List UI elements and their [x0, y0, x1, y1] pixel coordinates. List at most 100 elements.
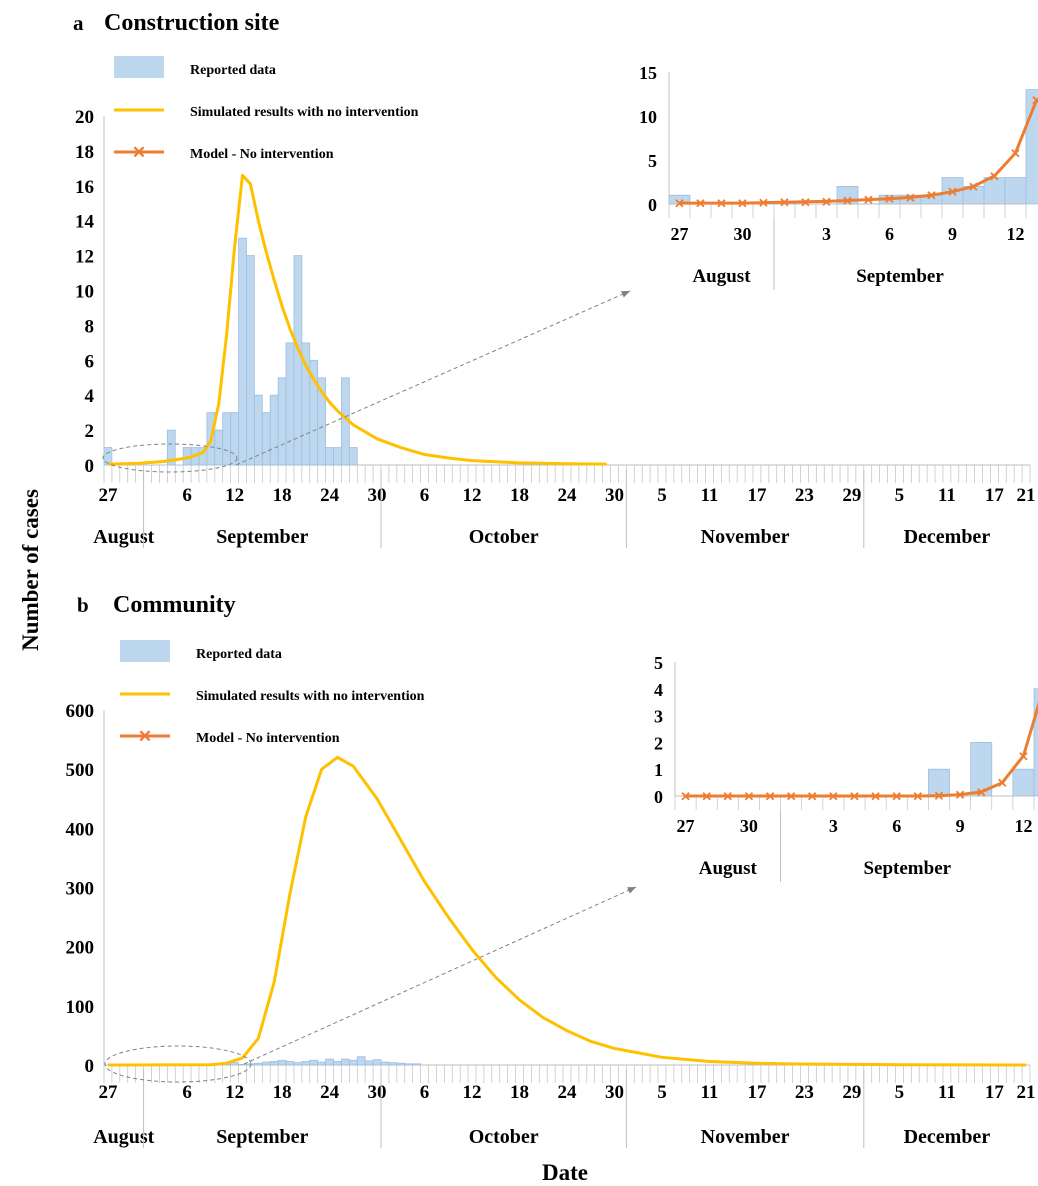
panel-b-legend-bar-swatch [120, 640, 170, 662]
panel-b-inset-model-marker: ✕ [680, 789, 691, 804]
panel-b-month-label: December [904, 1126, 991, 1148]
panel-a-x-tick-label: 24 [320, 485, 340, 506]
panel-a-reported-bar [269, 394, 279, 466]
panel-a-x-tick-label: 30 [368, 485, 387, 506]
panel-b-inset-model-marker: ✕ [870, 789, 881, 804]
panel-b-x-tick-label: 11 [938, 1082, 956, 1103]
panel-b-inset-model-line [685, 701, 1038, 798]
panel-a-x-tick-label: 17 [747, 485, 767, 506]
panel-b-y-tick-label: 300 [66, 879, 95, 900]
panel-b-x-tick-label: 30 [368, 1082, 387, 1103]
panel-b-x-tick-label: 12 [225, 1082, 244, 1103]
panel-a-reported-bars [103, 237, 358, 466]
panel-a-y-tick-label: 6 [85, 351, 95, 372]
panel-b-x-tick-label: 23 [795, 1082, 814, 1103]
panel-a-inset-model-marker: ✕ [1031, 93, 1038, 108]
panel-a-legend-model: Model - No intervention [190, 147, 334, 162]
panel-a-x-tick-label: 18 [510, 485, 529, 506]
panel-b-reported-bar [333, 1061, 342, 1066]
panel-a-inset-model-marker: ✕ [821, 194, 832, 209]
panel-b-y-tick-label: 0 [85, 1056, 95, 1077]
panel-b-legend-reported: Reported data [196, 647, 282, 662]
panel-a-inset-model-marker: ✕ [758, 196, 769, 211]
panel-b-inset-model-marker: ✕ [765, 789, 776, 804]
panel-a-legend: Reported data Simulated results with no i… [114, 56, 419, 162]
panel-a-reported-bar [317, 377, 327, 466]
panel-b-zoom-arrow-line [243, 886, 637, 1065]
panel-b-inset: 012345✕✕✕✕✕✕✕✕✕✕✕✕✕✕✕✕✕✕273036912AugustS… [654, 653, 1038, 882]
panel-b-legend-model: Model - No intervention [196, 731, 340, 746]
y-axis-title: Number of cases [18, 489, 43, 651]
panel-a-zoom-ellipse [102, 443, 238, 473]
panel-b-x-tick-label: 24 [320, 1082, 340, 1103]
panel-b-inset-model-marker: ✕ [743, 789, 754, 804]
panel-a-inset-model-marker: ✕ [863, 193, 874, 208]
panel-a-x-tick-label: 12 [225, 485, 244, 506]
panel-b-inset-model-marker: ✕ [997, 776, 1008, 791]
panel-b-reported-bar [261, 1061, 271, 1066]
panel-a-inset-model-marker: ✕ [905, 190, 916, 205]
panel-a-inset-y-tick-label: 5 [648, 151, 657, 171]
panel-a-reported-bar [103, 447, 113, 466]
panel-a-reported-bar [238, 237, 247, 466]
panel-a-letter: a [73, 11, 84, 35]
panel-a-inset-model-line [679, 99, 1038, 205]
panel-b-inset-reported-bar [1033, 688, 1038, 797]
panel-b-reported-bar [230, 1062, 239, 1066]
panel-a-inset-x-tick-label: 27 [671, 224, 689, 244]
panel-a-inset-x-tick-label: 6 [885, 224, 894, 244]
panel-a-y-tick-label: 16 [75, 177, 94, 198]
panel-b-reported-bar [356, 1056, 366, 1066]
x-axis-title: Date [542, 1160, 588, 1185]
panel-a-x-tick-label: 17 [985, 485, 1005, 506]
panel-a-inset-model-marker: ✕ [884, 192, 895, 207]
panel-a-inset-bars [668, 89, 1038, 205]
panel-b-reported-bar [293, 1062, 303, 1066]
panel-a-month-label: December [904, 526, 991, 548]
panel-a-inset-y-tick-label: 0 [648, 195, 657, 215]
panel-b-reported-bar [285, 1061, 295, 1066]
panel-b-reported-bar [412, 1063, 421, 1066]
panel-a-inset-model-marker: ✕ [716, 196, 727, 211]
panel-a-reported-bar [166, 429, 176, 466]
panel-b-letter: b [77, 593, 89, 617]
panel-b-x-tick-label: 18 [273, 1082, 292, 1103]
panel-b-reported-bar [404, 1063, 414, 1066]
panel-a-inset-y-tick-label: 10 [639, 107, 657, 127]
panel-a-x-tick-label: 6 [420, 485, 430, 506]
panel-a-reported-bar [293, 255, 303, 466]
panel-a-legend-bar-swatch [114, 56, 164, 78]
panel-a-x-tick-label: 6 [182, 485, 192, 506]
panel-b-legend-model-marker: ✕ [138, 727, 152, 746]
panel-a-inset-model-marker: ✕ [1010, 146, 1021, 161]
panel-a-inset-y-tick-label: 15 [639, 63, 657, 83]
panel-b-reported-bar [253, 1062, 263, 1066]
panel-b-month-label: November [701, 1126, 790, 1148]
panel-a-y-tick-label: 0 [85, 456, 95, 477]
panel-b-x-tick-label: 6 [420, 1082, 430, 1103]
panel-b-y-tick-label: 400 [66, 819, 95, 840]
panel-a-x-tick-label: 5 [895, 485, 905, 506]
panel-a-reported-bar [285, 342, 295, 466]
panel-b-reported-bar [341, 1058, 350, 1066]
panel-b-inset-x-tick-label: 30 [740, 816, 758, 836]
panel-a-inset-x-tick-label: 9 [948, 224, 957, 244]
panel-a-x-tick-label: 23 [795, 485, 814, 506]
panel-b-y-tick-label: 500 [66, 760, 95, 781]
panel-b-reported-bar [372, 1059, 382, 1066]
panel-b-reported-bar [325, 1058, 334, 1066]
panel-b-reported-bar [301, 1061, 311, 1066]
panel-b-reported-bar [277, 1059, 287, 1066]
panel-a-zoom-arrow-head [621, 291, 630, 298]
panel-a-inset-model-marker: ✕ [779, 195, 790, 210]
panel-a-x-tick-label: 12 [463, 485, 482, 506]
panel-b-inset-model-marker: ✕ [849, 789, 860, 804]
panel-a-reported-bar [348, 447, 358, 466]
panel-b-y-tick-label: 100 [66, 997, 95, 1018]
panel-b-reported-bar [317, 1061, 327, 1066]
panel-b-x-tick-label: 6 [182, 1082, 192, 1103]
panel-a-y-tick-label: 18 [75, 142, 94, 163]
panel-b-inset-y-tick-label: 5 [654, 653, 663, 673]
